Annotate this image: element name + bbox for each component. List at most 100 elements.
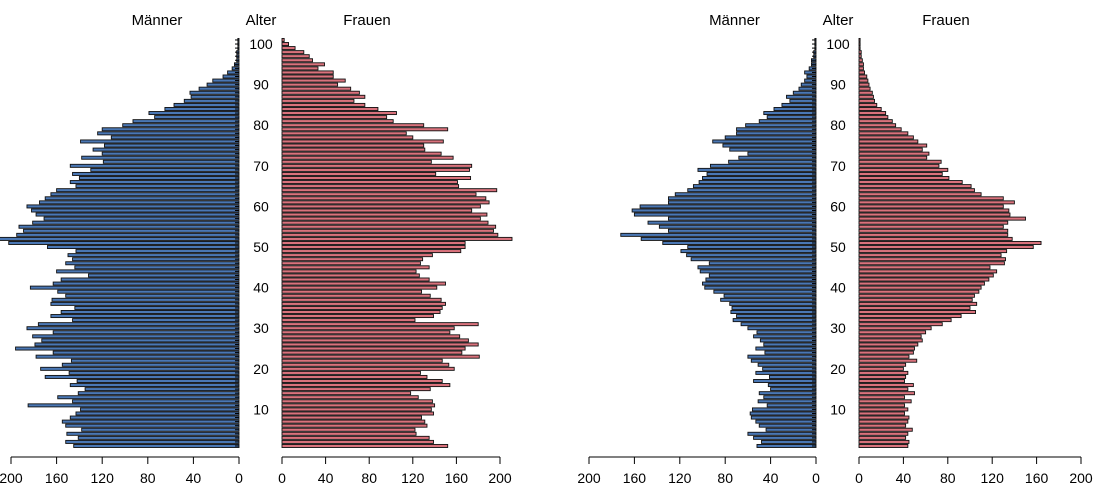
bar-left-age-13 <box>763 395 817 400</box>
bar-left-age-61 <box>39 200 240 205</box>
bar-left-age-82 <box>154 115 240 120</box>
bar-left-age-25 <box>755 346 817 351</box>
bar-right-age-15 <box>281 387 431 392</box>
x-tick-label: 160 <box>1025 470 1049 486</box>
bar-right-age-34 <box>281 310 441 314</box>
bar-right-age-12 <box>858 399 912 404</box>
bar-left-age-29 <box>756 330 817 335</box>
bar-right-age-18 <box>281 374 428 379</box>
bar-right-age-49 <box>281 249 462 254</box>
x-tick-label: 40 <box>896 470 912 486</box>
bar-left-age-3 <box>77 435 240 440</box>
bar-left-age-90 <box>206 82 240 87</box>
bar-left-age-60 <box>639 204 817 209</box>
bar-right-age-62 <box>281 196 487 201</box>
bar-left-age-15 <box>84 387 240 392</box>
bar-right-age-49 <box>858 249 1008 254</box>
x-tick-label: 120 <box>91 470 115 486</box>
bar-right-age-31 <box>281 322 479 327</box>
bar-right-age-54 <box>281 228 494 233</box>
bar-left-age-77 <box>110 135 240 140</box>
bar-left-age-32 <box>732 318 817 323</box>
x-tick-label: 40 <box>318 470 334 486</box>
x-tick-label: 120 <box>401 470 425 486</box>
bar-left-age-59 <box>631 208 817 213</box>
bar-right-age-53 <box>281 232 499 237</box>
bar-left-age-27 <box>41 338 240 343</box>
bar-left-age-16 <box>69 383 240 388</box>
bar-right-age-93 <box>858 70 866 75</box>
bar-right-age-3 <box>858 435 907 440</box>
bar-left-age-66 <box>69 180 240 185</box>
bar-right-age-37 <box>281 297 442 302</box>
bar-left-age-81 <box>132 119 240 124</box>
bar-left-age-1 <box>756 443 817 448</box>
bar-right-age-84 <box>281 107 379 111</box>
bar-right-age-87 <box>281 94 366 99</box>
bar-right-age-45 <box>281 265 430 270</box>
bar-left-age-22 <box>70 358 240 363</box>
bar-right-age-51 <box>858 240 1042 245</box>
x-tick-label: 0 <box>855 470 863 486</box>
bar-left-age-76 <box>712 139 817 144</box>
bar-right-age-4 <box>858 431 909 436</box>
bar-right-age-84 <box>858 107 882 111</box>
bar-left-age-46 <box>708 261 817 266</box>
bar-left-age-87 <box>190 94 240 99</box>
age-tick-label: 40 <box>253 280 269 296</box>
header-center-label: Alter <box>823 12 854 29</box>
bar-left-age-10 <box>80 407 240 412</box>
bar-left-age-7 <box>755 419 817 424</box>
bar-left-age-63 <box>674 192 817 197</box>
bar-left-age-45 <box>697 265 817 270</box>
bar-left-age-74 <box>729 147 817 152</box>
bar-left-age-12 <box>72 399 240 404</box>
bar-right-age-67 <box>858 176 950 180</box>
bar-right-age-37 <box>858 297 973 302</box>
bar-left-age-19 <box>755 370 817 375</box>
bar-right-age-26 <box>281 342 479 347</box>
bar-right-age-58 <box>858 212 1011 217</box>
bar-left-age-67 <box>702 176 817 180</box>
bar-left-age-46 <box>65 261 240 266</box>
bar-left-age-56 <box>32 220 240 225</box>
bar-left-age-84 <box>773 107 817 111</box>
bar-right-age-63 <box>858 192 982 197</box>
x-tick-label: 40 <box>763 470 779 486</box>
bar-right-age-100 <box>281 42 289 47</box>
bar-left-age-67 <box>78 176 240 180</box>
bar-left-age-28 <box>753 334 817 339</box>
bar-left-age-21 <box>61 362 240 367</box>
bar-right-age-36 <box>858 301 978 306</box>
age-tick-label: 100 <box>249 36 273 52</box>
bar-right-age-73 <box>281 151 442 156</box>
bar-right-age-90 <box>281 82 339 87</box>
bar-left-age-44 <box>699 269 817 274</box>
bar-left-age-65 <box>692 184 817 189</box>
bar-left-age-47 <box>690 257 817 262</box>
bar-left-age-81 <box>758 119 817 124</box>
bar-right-age-92 <box>281 74 334 79</box>
bars-left <box>0 37 240 448</box>
bar-left-age-45 <box>74 265 240 270</box>
bar-right-age-22 <box>858 358 918 363</box>
bar-right-age-31 <box>858 322 943 327</box>
bar-left-age-35 <box>74 305 240 310</box>
bar-right-age-81 <box>858 119 893 124</box>
bar-right-age-65 <box>858 184 972 189</box>
bar-right-age-47 <box>858 257 1006 262</box>
bar-right-age-1 <box>281 443 449 448</box>
bar-right-age-101 <box>281 37 285 42</box>
bar-left-age-29 <box>52 330 240 335</box>
bar-left-age-9 <box>75 411 240 416</box>
age-tick-label: 40 <box>830 280 846 296</box>
bar-left-age-65 <box>75 184 240 189</box>
bar-right-age-33 <box>858 314 962 319</box>
bar-right-age-34 <box>858 310 977 314</box>
bar-left-age-53 <box>620 232 817 237</box>
bar-left-age-40 <box>704 285 817 290</box>
bar-left-age-89 <box>198 86 240 91</box>
bar-left-age-24 <box>764 350 817 355</box>
bar-right-age-35 <box>281 305 443 310</box>
